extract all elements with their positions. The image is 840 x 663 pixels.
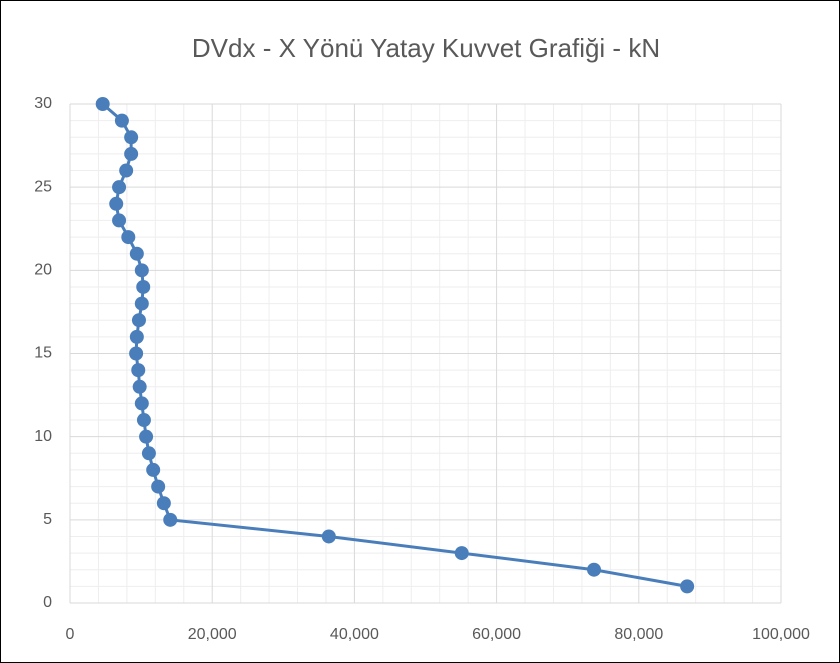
marker (109, 196, 124, 211)
y-tick-label: 30 (34, 95, 52, 112)
y-tick-label: 25 (34, 178, 52, 195)
marker (134, 396, 149, 411)
x-tick-label: 60,000 (472, 626, 521, 643)
marker (129, 346, 144, 361)
x-tick-label: 0 (66, 626, 75, 643)
marker (136, 413, 151, 428)
y-tick-label: 5 (43, 511, 52, 528)
marker (112, 213, 127, 228)
marker (680, 579, 695, 594)
x-tick-label: 20,000 (188, 626, 237, 643)
marker (121, 230, 136, 245)
marker (129, 329, 144, 344)
x-tick-label: 80,000 (614, 626, 663, 643)
marker (132, 379, 147, 394)
marker (124, 146, 139, 161)
y-tick-label: 15 (34, 345, 52, 362)
x-tick-label: 100,000 (752, 626, 810, 643)
marker (134, 263, 149, 278)
y-tick-label: 10 (34, 428, 52, 445)
marker (112, 180, 127, 195)
marker (124, 130, 139, 145)
marker (131, 363, 146, 378)
marker (114, 113, 129, 128)
marker (454, 546, 469, 561)
marker (587, 562, 602, 577)
marker (136, 279, 151, 294)
marker (163, 512, 178, 527)
marker (321, 529, 336, 544)
marker (134, 296, 149, 311)
marker (139, 429, 154, 444)
marker (95, 97, 110, 111)
marker (119, 163, 134, 178)
marker (146, 462, 161, 477)
y-tick-label: 0 (43, 594, 52, 611)
y-tick-label: 20 (34, 262, 52, 279)
chart-title: DVdx - X Yönü Yatay Kuvvet Grafiği - kN (192, 33, 660, 63)
x-tick-label: 40,000 (330, 626, 379, 643)
marker (141, 446, 156, 461)
marker (151, 479, 166, 494)
marker (156, 496, 171, 511)
marker (129, 246, 144, 261)
marker (131, 313, 146, 328)
